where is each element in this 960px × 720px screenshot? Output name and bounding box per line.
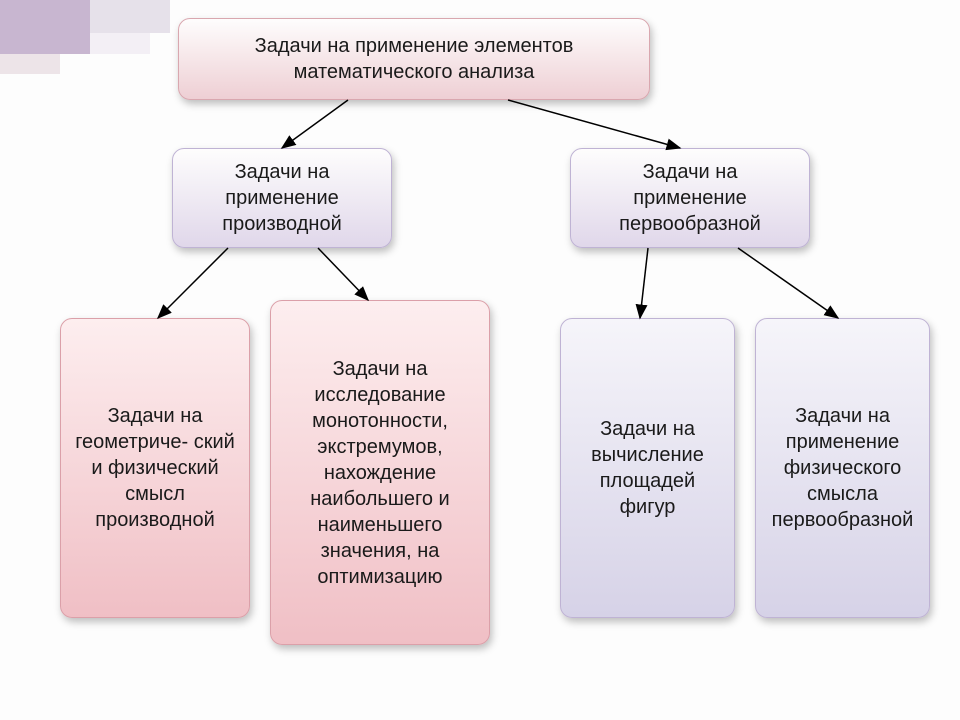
edge-arrow	[158, 248, 228, 318]
geometric-node: Задачи на геометриче- ский и физический …	[60, 318, 250, 618]
antiderivative-label: Задачи на применение первообразной	[585, 159, 795, 237]
geometric-label: Задачи на геометриче- ский и физический …	[75, 403, 235, 533]
physical-node: Задачи на применение физического смысла …	[755, 318, 930, 618]
edge-arrow	[640, 248, 648, 318]
derivative-label: Задачи на применение производной	[187, 159, 377, 237]
area-node: Задачи на вычисление площадей фигур	[560, 318, 735, 618]
edge-arrow	[738, 248, 838, 318]
edge-arrow	[508, 100, 680, 148]
edge-arrow	[318, 248, 368, 300]
area-label: Задачи на вычисление площадей фигур	[575, 416, 720, 520]
monotony-node: Задачи на исследование монотонности, экс…	[270, 300, 490, 645]
root-label: Задачи на применение элементов математич…	[193, 33, 635, 85]
derivative-node: Задачи на применение производной	[172, 148, 392, 248]
edge-arrow	[282, 100, 348, 148]
antiderivative-node: Задачи на применение первообразной	[570, 148, 810, 248]
physical-label: Задачи на применение физического смысла …	[770, 403, 915, 533]
monotony-label: Задачи на исследование монотонности, экс…	[285, 356, 475, 590]
corner-decoration	[0, 0, 200, 60]
root-node: Задачи на применение элементов математич…	[178, 18, 650, 100]
